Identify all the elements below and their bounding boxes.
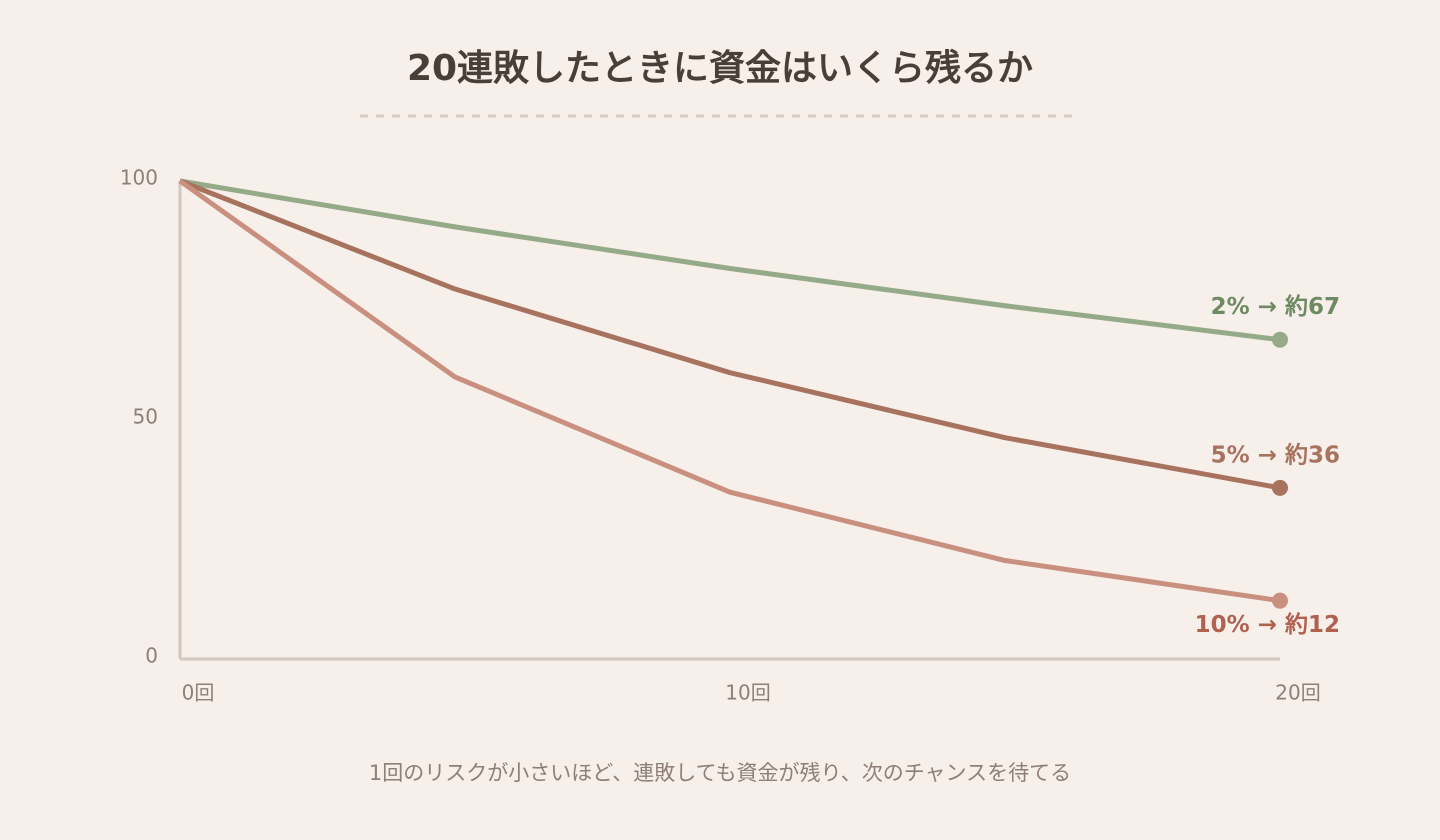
end-label: 5% → 約36 (1211, 441, 1340, 468)
x-tick-label: 10回 (725, 681, 770, 705)
end-point (1272, 331, 1288, 348)
end-point (1272, 592, 1288, 609)
series-line (179, 178, 1281, 343)
series-line (179, 178, 1281, 491)
y-tick-label: 0 (145, 644, 158, 668)
y-tick-label: 100 (120, 166, 158, 190)
chart-title: 20連敗したときに資金はいくら残るか (407, 47, 1033, 89)
x-tick-label: 20回 (1275, 681, 1320, 705)
y-tick-label: 50 (133, 405, 158, 429)
end-label: 10% → 約12 (1195, 611, 1340, 638)
series-line (178, 178, 1281, 604)
end-label: 2% → 約67 (1211, 293, 1340, 320)
caption: 1回のリスクが小さいほど、連敗しても資金が残り、次のチャンスを待てる (369, 761, 1071, 785)
end-point (1272, 479, 1288, 496)
x-tick-label: 0回 (182, 681, 215, 705)
